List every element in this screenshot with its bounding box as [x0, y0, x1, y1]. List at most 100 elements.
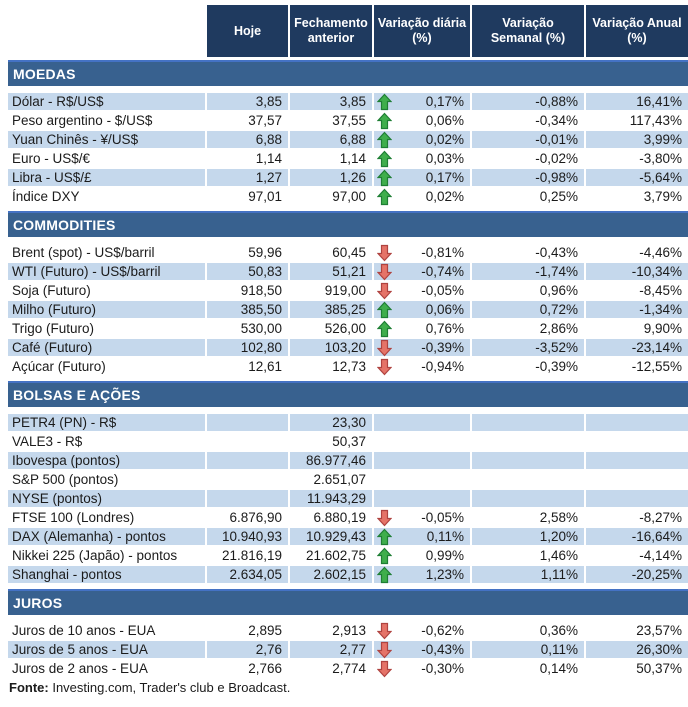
row-label: Milho (Futuro) — [8, 301, 205, 318]
var-diaria-value: -0,81% — [421, 245, 464, 260]
col-header-variacao-anual: Variação Anual (%) — [584, 5, 688, 57]
table-row: Yuan Chinês - ¥/US$ 6,88 6,88 0,02% -0,0… — [8, 131, 688, 148]
section-rows: Juros de 10 anos - EUA 2,895 2,913 -0,62… — [8, 622, 688, 677]
var-anual-value: -5,64% — [584, 169, 688, 186]
row-label: NYSE (pontos) — [8, 490, 205, 507]
var-semanal-value: 1,20% — [470, 528, 584, 545]
var-diaria-value: 0,11% — [426, 529, 464, 544]
var-diaria-cell: 1,23% — [372, 566, 470, 583]
var-diaria-cell: -0,43% — [372, 641, 470, 658]
var-semanal-value: 0,14% — [470, 660, 584, 677]
hoje-value — [205, 433, 288, 450]
var-anual-value: 26,30% — [584, 641, 688, 658]
table-row: Milho (Futuro) 385,50 385,25 0,06% 0,72%… — [8, 301, 688, 318]
down-arrow-icon — [376, 282, 393, 299]
table-row: NYSE (pontos) 11.943,29 — [8, 490, 688, 507]
var-diaria-cell: -0,05% — [372, 282, 470, 299]
var-diaria-cell: -0,30% — [372, 660, 470, 677]
hoje-value: 50,83 — [205, 263, 288, 280]
var-diaria-cell: 0,99% — [372, 547, 470, 564]
table-row: Juros de 5 anos - EUA 2,76 2,77 -0,43% 0… — [8, 641, 688, 658]
hoje-value: 37,57 — [205, 112, 288, 129]
row-label: FTSE 100 (Londres) — [8, 509, 205, 526]
var-diaria-value: 0,06% — [425, 302, 464, 317]
row-label: Yuan Chinês - ¥/US$ — [8, 131, 205, 148]
down-arrow-icon — [376, 263, 393, 280]
row-label: Dólar - R$/US$ — [8, 93, 205, 110]
var-diaria-cell: 0,06% — [372, 301, 470, 318]
var-anual-value: -3,80% — [584, 150, 688, 167]
var-semanal-value: 0,36% — [470, 622, 584, 639]
var-anual-value — [584, 452, 688, 469]
var-semanal-value: 1,11% — [470, 566, 584, 583]
var-anual-value: -4,14% — [584, 547, 688, 564]
row-label: Índice DXY — [8, 188, 205, 205]
hoje-value: 21.816,19 — [205, 547, 288, 564]
up-arrow-icon — [376, 547, 393, 564]
row-label: VALE3 - R$ — [8, 433, 205, 450]
var-anual-value: 50,37% — [584, 660, 688, 677]
var-semanal-value: -1,74% — [470, 263, 584, 280]
table-row: Juros de 2 anos - EUA 2,766 2,774 -0,30%… — [8, 660, 688, 677]
fechamento-value: 60,45 — [288, 244, 372, 261]
col-header-hoje: Hoje — [205, 5, 288, 57]
hoje-value: 102,80 — [205, 339, 288, 356]
section-rows: Dólar - R$/US$ 3,85 3,85 0,17% -0,88% 16… — [8, 93, 688, 205]
table-row: Nikkei 225 (Japão) - pontos 21.816,19 21… — [8, 547, 688, 564]
var-diaria-cell: 0,02% — [372, 131, 470, 148]
col-header-variacao-semanal: Variação Semanal (%) — [470, 5, 584, 57]
var-diaria-value: -0,94% — [421, 359, 464, 374]
table-row: S&P 500 (pontos) 2.651,07 — [8, 471, 688, 488]
var-diaria-value: 0,03% — [425, 151, 464, 166]
var-semanal-value: 2,58% — [470, 509, 584, 526]
var-diaria-cell: -0,94% — [372, 358, 470, 375]
table-section: JUROS Juros de 10 anos - EUA 2,895 2,913… — [8, 589, 688, 677]
down-arrow-icon — [376, 244, 393, 261]
fechamento-value: 37,55 — [288, 112, 372, 129]
table-row: Soja (Futuro) 918,50 919,00 -0,05% 0,96%… — [8, 282, 688, 299]
var-anual-value: 16,41% — [584, 93, 688, 110]
table-row: Peso argentino - $/US$ 37,57 37,55 0,06%… — [8, 112, 688, 129]
var-diaria-cell — [372, 433, 470, 450]
var-anual-value: 9,90% — [584, 320, 688, 337]
var-semanal-value: -0,34% — [470, 112, 584, 129]
hoje-value: 1,27 — [205, 169, 288, 186]
table-row: Ibovespa (pontos) 86.977,46 — [8, 452, 688, 469]
table-section: MOEDAS Dólar - R$/US$ 3,85 3,85 0,17% -0… — [8, 60, 688, 205]
var-semanal-value: 2,86% — [470, 320, 584, 337]
var-anual-value — [584, 471, 688, 488]
var-diaria-cell: 0,03% — [372, 150, 470, 167]
column-header-row: Hoje Fechamento anterior Variação diária… — [8, 5, 688, 57]
var-diaria-value: -0,30% — [421, 661, 464, 676]
var-anual-value — [584, 490, 688, 507]
up-arrow-icon — [376, 188, 393, 205]
row-label: WTI (Futuro) - US$/barril — [8, 263, 205, 280]
up-arrow-icon — [376, 320, 393, 337]
row-label: Euro - US$/€ — [8, 150, 205, 167]
fechamento-value: 2,77 — [288, 641, 372, 658]
var-anual-value: 3,79% — [584, 188, 688, 205]
var-anual-value: -4,46% — [584, 244, 688, 261]
down-arrow-icon — [376, 660, 393, 677]
table-sections: MOEDAS Dólar - R$/US$ 3,85 3,85 0,17% -0… — [8, 60, 688, 677]
row-label: DAX (Alemanha) - pontos — [8, 528, 205, 545]
var-diaria-value: 0,17% — [425, 170, 464, 185]
fechamento-value: 6,88 — [288, 131, 372, 148]
row-label: Açúcar (Futuro) — [8, 358, 205, 375]
var-diaria-cell — [372, 471, 470, 488]
fechamento-value: 2.651,07 — [288, 471, 372, 488]
row-label: Nikkei 225 (Japão) - pontos — [8, 547, 205, 564]
var-semanal-value: -0,88% — [470, 93, 584, 110]
var-diaria-value: 0,17% — [425, 94, 464, 109]
fechamento-value: 23,30 — [288, 414, 372, 431]
row-label: PETR4 (PN) - R$ — [8, 414, 205, 431]
header-spacer — [8, 5, 205, 57]
up-arrow-icon — [376, 301, 393, 318]
row-label: Soja (Futuro) — [8, 282, 205, 299]
var-anual-value: -12,55% — [584, 358, 688, 375]
section-header-moedas: MOEDAS — [8, 60, 688, 86]
up-arrow-icon — [376, 169, 393, 186]
hoje-value: 6,88 — [205, 131, 288, 148]
var-diaria-cell: 0,17% — [372, 93, 470, 110]
var-diaria-value: 0,02% — [425, 132, 464, 147]
